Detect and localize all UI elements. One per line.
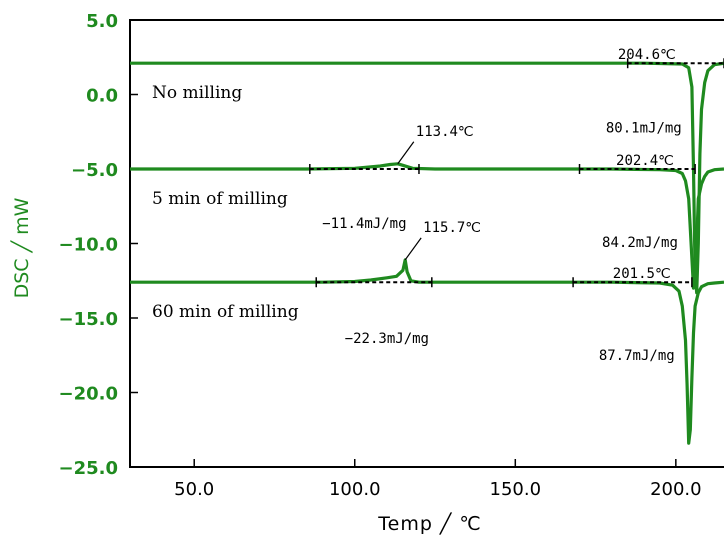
y-tick-label: −25.0	[59, 458, 119, 479]
x-tick-label: 50.0	[174, 479, 214, 500]
dsc-curve	[130, 162, 724, 290]
annotation-label: 115.7℃	[423, 220, 481, 236]
annotation-leader	[404, 237, 422, 261]
y-tick-label: −15.0	[59, 309, 119, 330]
x-tick-label: 200.0	[650, 479, 702, 500]
baselines-group	[309, 58, 724, 288]
annotation-label: 84.2mJ/mg	[602, 235, 678, 251]
axes-group: 5.0 0.0 −5.0 −10.0 −15.0 −20.0 −25.0 50.0 100.0 1…	[59, 11, 724, 500]
y-tick-label: −5.0	[71, 160, 118, 181]
y-tick-label: 0.0	[86, 86, 118, 107]
annotation-label: 87.7mJ/mg	[599, 348, 675, 364]
x-tick-label: 150.0	[490, 479, 542, 500]
annotation-label: 113.4℃	[416, 124, 474, 140]
annotation-leader	[397, 141, 415, 165]
curve-label: No milling	[152, 83, 242, 103]
y-tick-label: 5.0	[86, 11, 118, 32]
curve-labels-group: No milling 5 min of milling 60 min of mill…	[152, 83, 299, 322]
y-tick-label: −10.0	[59, 235, 119, 256]
curve-label: 60 min of milling	[152, 302, 299, 322]
annotation-label: 80.1mJ/mg	[606, 121, 682, 137]
annotation-label: 202.4℃	[616, 153, 674, 169]
annotation-label: −22.3mJ/mg	[345, 331, 429, 347]
curve-label: 5 min of milling	[152, 189, 288, 209]
y-tick-label: −20.0	[59, 384, 119, 405]
y-axis-label: DSC ╱ mW	[10, 197, 33, 298]
x-axis-label: Temp ╱ ℃	[377, 512, 482, 535]
x-tick-label: 100.0	[329, 479, 381, 500]
annotation-label: 204.6℃	[618, 47, 676, 63]
annotations-group: 204.6℃ 80.1mJ/mg 113.4℃ −11.4mJ/mg 202.4℃ 84.…	[322, 47, 682, 364]
annotation-label: 201.5℃	[613, 266, 671, 282]
annotation-label: −11.4mJ/mg	[322, 216, 406, 232]
